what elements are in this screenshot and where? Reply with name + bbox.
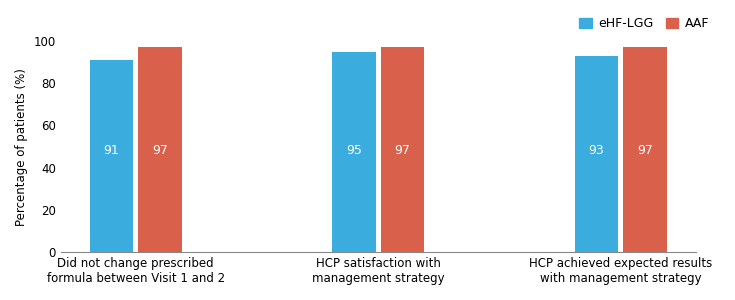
Text: 97: 97	[395, 144, 410, 157]
Text: 93: 93	[589, 144, 604, 157]
Legend: eHF-LGG, AAF: eHF-LGG, AAF	[574, 12, 714, 35]
Text: 91: 91	[104, 144, 119, 157]
Y-axis label: Percentage of patients (%): Percentage of patients (%)	[15, 68, 28, 226]
Bar	[332, 52, 376, 252]
Text: 95: 95	[346, 144, 362, 157]
Bar	[90, 60, 133, 252]
Bar	[381, 47, 424, 252]
Text: 97: 97	[152, 144, 168, 157]
Bar	[138, 47, 182, 252]
Bar	[575, 56, 618, 252]
Bar	[623, 47, 667, 252]
Text: 97: 97	[637, 144, 653, 157]
